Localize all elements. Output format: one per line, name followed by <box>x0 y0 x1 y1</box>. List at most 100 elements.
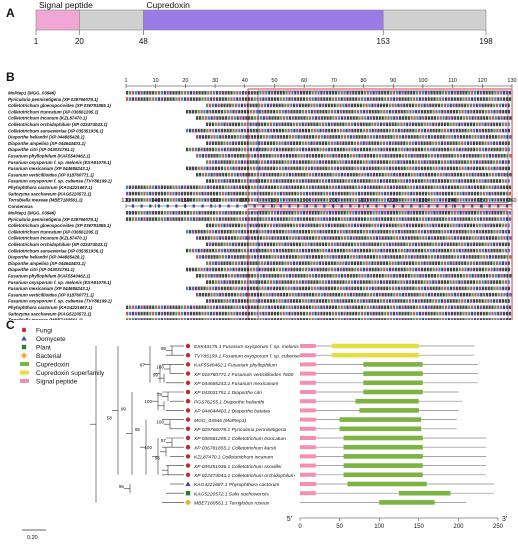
residue <box>470 128 473 133</box>
residue <box>404 191 407 196</box>
residue <box>317 236 320 240</box>
residue <box>479 305 482 310</box>
residue <box>494 191 497 196</box>
residue <box>300 236 303 240</box>
residue <box>346 311 349 316</box>
residue <box>457 255 460 259</box>
residue <box>276 185 279 190</box>
residue <box>314 198 317 202</box>
residue <box>462 292 465 297</box>
residue <box>288 185 291 190</box>
residue <box>294 198 297 202</box>
residue <box>371 223 374 228</box>
residue <box>291 135 294 139</box>
residue <box>303 135 306 139</box>
residue <box>242 217 245 221</box>
residue <box>334 191 337 196</box>
residue <box>503 172 506 177</box>
residue <box>268 198 271 202</box>
residue <box>261 103 264 108</box>
residue <box>209 109 212 114</box>
cupredoxin-bar <box>343 463 423 468</box>
residue <box>377 299 380 303</box>
residue <box>494 211 497 215</box>
residue <box>307 280 310 284</box>
residue <box>304 242 307 247</box>
residue <box>459 255 463 259</box>
residue <box>192 217 195 221</box>
residue <box>275 147 279 152</box>
residue <box>475 103 478 108</box>
residue <box>214 103 217 108</box>
residue <box>411 261 415 265</box>
residue <box>196 292 199 297</box>
signal-peptide-bar <box>300 417 316 422</box>
residue <box>284 229 287 234</box>
residue <box>222 274 225 278</box>
residue <box>368 299 371 303</box>
residue <box>287 229 290 234</box>
residue <box>503 154 506 158</box>
residue <box>480 274 483 278</box>
residue <box>358 91 361 95</box>
residue <box>157 97 161 101</box>
legend-label: Bacterial <box>36 353 62 360</box>
residue <box>317 292 320 297</box>
residue <box>471 305 474 310</box>
residue <box>322 229 325 234</box>
residue <box>339 103 342 108</box>
residue <box>409 160 412 164</box>
residue <box>223 223 226 228</box>
residue <box>331 267 334 272</box>
residue <box>239 236 242 240</box>
residue <box>230 255 233 259</box>
residue <box>380 141 383 145</box>
residue <box>302 166 305 171</box>
residue <box>313 299 316 303</box>
residue <box>384 185 387 190</box>
residue <box>446 223 449 228</box>
residue <box>501 242 504 247</box>
residue <box>262 217 265 221</box>
residue <box>265 97 268 101</box>
residue <box>140 198 143 202</box>
residue <box>364 135 367 139</box>
residue <box>474 318 477 320</box>
residue <box>224 185 227 190</box>
residue <box>213 91 216 95</box>
ruler-label: 80 <box>360 78 366 84</box>
residue <box>265 292 268 297</box>
residue <box>175 191 178 196</box>
residue <box>384 318 387 320</box>
residue <box>235 128 238 133</box>
residue <box>374 223 377 228</box>
residue <box>259 116 262 120</box>
residue <box>381 236 384 240</box>
residue <box>332 236 335 240</box>
residue <box>195 191 198 196</box>
residue <box>300 172 303 177</box>
residue <box>152 305 155 310</box>
residue <box>253 311 256 316</box>
residue <box>316 141 319 145</box>
residue <box>299 286 302 291</box>
residue <box>487 128 490 133</box>
residue <box>146 311 149 316</box>
residue <box>284 166 287 171</box>
residue <box>487 267 490 272</box>
residue <box>468 116 471 120</box>
residue <box>131 211 134 215</box>
residue <box>449 280 452 284</box>
residue <box>375 211 378 215</box>
residue <box>316 280 319 284</box>
residue <box>222 236 225 240</box>
residue <box>358 198 361 202</box>
residue <box>503 116 506 120</box>
residue <box>200 109 203 114</box>
residue <box>406 242 409 247</box>
residue <box>386 166 389 171</box>
residue <box>294 236 297 240</box>
residue <box>384 211 387 215</box>
residue <box>505 185 509 190</box>
residue <box>448 236 451 240</box>
